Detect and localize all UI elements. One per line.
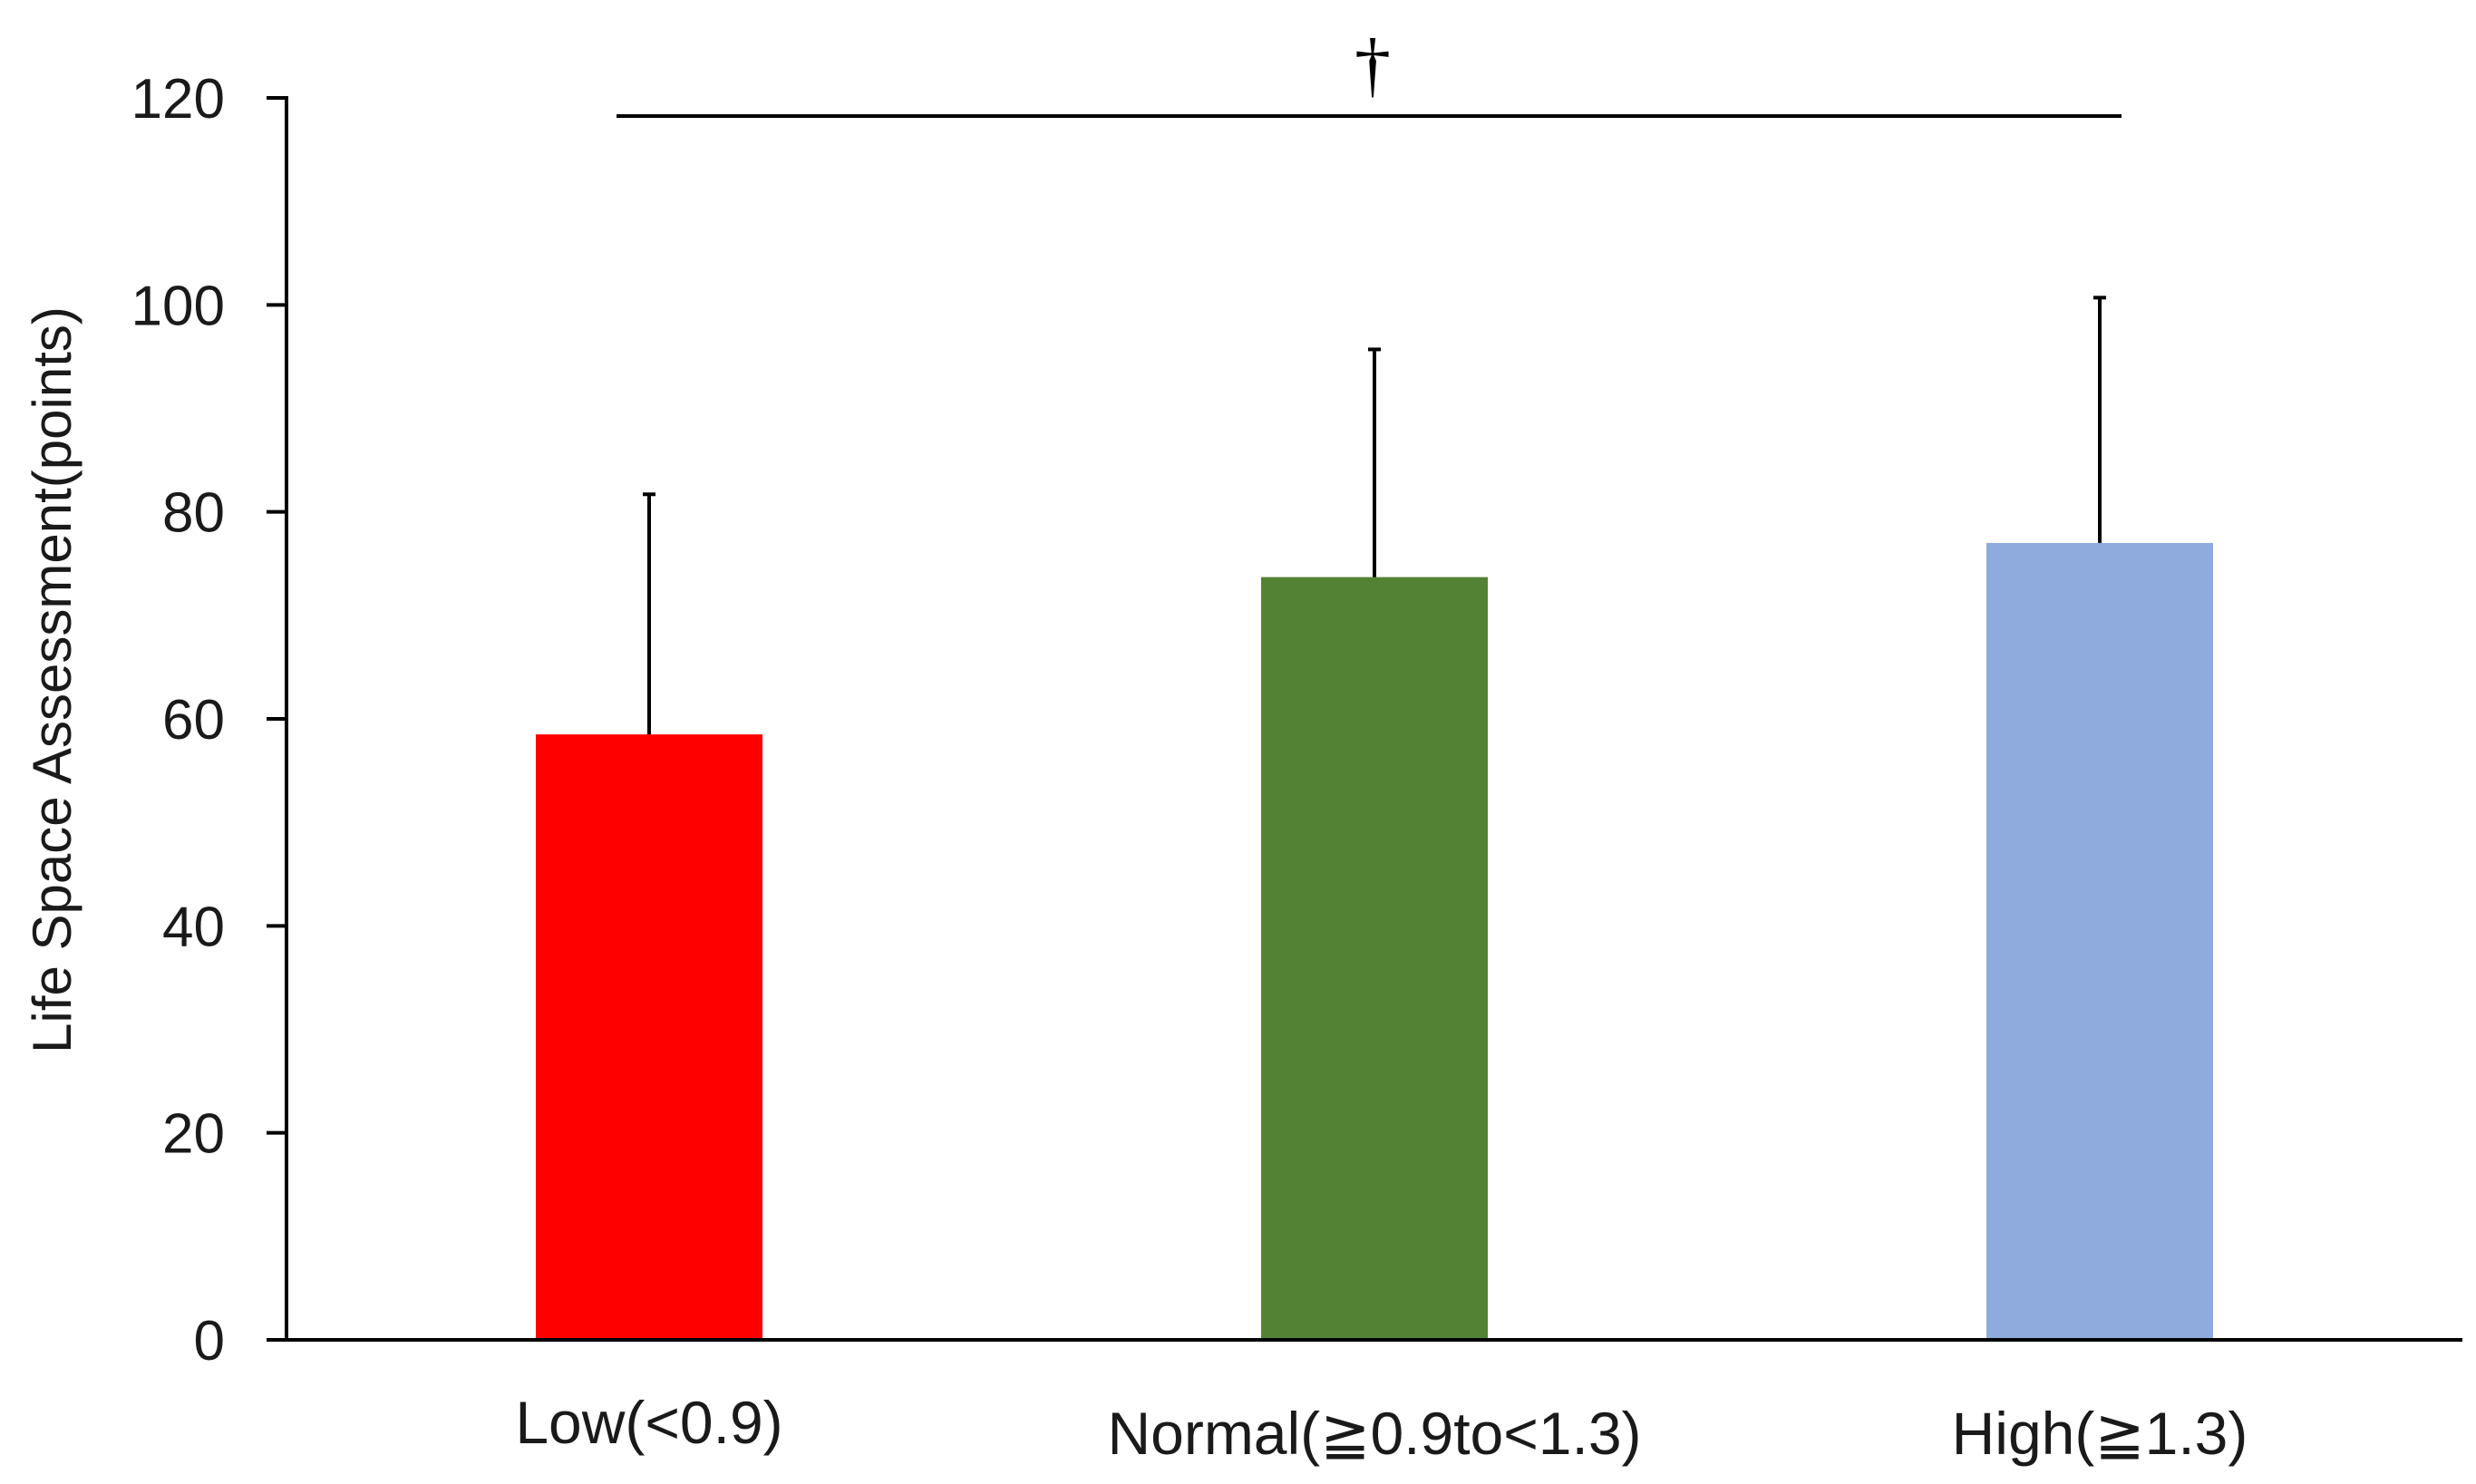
significance-group: † bbox=[617, 25, 2122, 118]
x-category-label: Normal(≧0.9to<1.3) bbox=[1107, 1400, 1641, 1467]
y-tick-label: 60 bbox=[162, 689, 225, 752]
x-category-label: Low(<0.9) bbox=[515, 1389, 782, 1456]
x-category-label: High(≧1.3) bbox=[1952, 1400, 2248, 1467]
y-tick-label: 40 bbox=[162, 896, 225, 958]
bar-1 bbox=[536, 734, 762, 1340]
bars-group bbox=[536, 542, 2213, 1340]
error-bars-group bbox=[643, 296, 2106, 735]
x-axis-labels: Low(<0.9) Normal(≧0.9to<1.3) High(≧1.3) bbox=[515, 1389, 2248, 1467]
y-tick-label: 80 bbox=[162, 482, 225, 545]
y-axis-title: Life Space Assessment(points) bbox=[22, 306, 83, 1053]
y-tick-label: 20 bbox=[162, 1103, 225, 1166]
bar-2 bbox=[1261, 577, 1488, 1340]
y-tick-label: 0 bbox=[194, 1310, 225, 1372]
y-axis-ticks: 0 20 40 60 80 100 120 bbox=[131, 68, 286, 1372]
axes-group bbox=[285, 96, 2462, 1342]
bar-3 bbox=[1986, 542, 2213, 1340]
y-axis-title-group: Life Space Assessment(points) bbox=[22, 306, 83, 1053]
y-tick-label: 120 bbox=[131, 68, 225, 131]
y-tick-label: 100 bbox=[131, 275, 225, 337]
significance-mark: † bbox=[1355, 25, 1391, 105]
